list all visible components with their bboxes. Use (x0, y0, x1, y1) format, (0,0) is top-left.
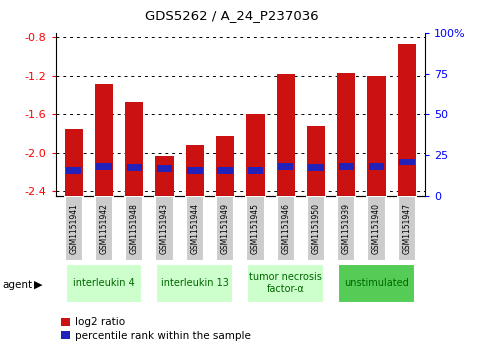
Bar (246, 114, 265, 196)
Bar (187, 167, 202, 174)
Text: interleukin 4: interleukin 4 (73, 278, 135, 288)
Bar (278, 163, 294, 170)
Bar (65, 196, 83, 261)
Bar (95, 83, 113, 196)
Bar (247, 264, 324, 303)
Bar (277, 196, 295, 261)
Bar (337, 73, 355, 196)
Bar (337, 196, 355, 261)
Bar (338, 264, 415, 303)
Text: GSM1151941: GSM1151941 (69, 203, 78, 254)
Bar (127, 164, 142, 171)
Bar (95, 196, 113, 261)
Text: GSM1151949: GSM1151949 (221, 203, 229, 254)
Bar (125, 102, 143, 196)
Text: GSM1151946: GSM1151946 (281, 203, 290, 254)
Bar (66, 167, 82, 174)
Bar (216, 136, 234, 196)
Bar (156, 196, 174, 261)
Text: GSM1151947: GSM1151947 (402, 203, 412, 254)
Text: unstimulated: unstimulated (344, 278, 409, 288)
Bar (186, 196, 204, 261)
Bar (277, 74, 295, 196)
Text: GSM1151945: GSM1151945 (251, 203, 260, 254)
Bar (217, 167, 233, 174)
Bar (308, 164, 324, 171)
Bar (398, 196, 416, 261)
Bar (65, 129, 83, 196)
Bar (96, 163, 112, 170)
Bar (157, 165, 172, 172)
Bar (156, 156, 174, 196)
Bar (66, 264, 142, 303)
Bar (339, 163, 354, 170)
Bar (246, 196, 265, 261)
Text: tumor necrosis
factor-α: tumor necrosis factor-α (249, 272, 322, 294)
Bar (368, 196, 385, 261)
Bar (307, 196, 325, 261)
Text: GSM1151942: GSM1151942 (99, 203, 109, 254)
Legend: log2 ratio, percentile rank within the sample: log2 ratio, percentile rank within the s… (61, 317, 251, 340)
Bar (368, 76, 385, 196)
Bar (398, 44, 416, 196)
Text: interleukin 13: interleukin 13 (161, 278, 229, 288)
Text: GSM1151944: GSM1151944 (190, 203, 199, 254)
Text: agent: agent (2, 280, 32, 290)
Text: GSM1151948: GSM1151948 (130, 203, 139, 254)
Text: GSM1151940: GSM1151940 (372, 203, 381, 254)
Bar (186, 145, 204, 196)
Bar (307, 126, 325, 196)
Bar (248, 167, 263, 174)
Bar (156, 264, 233, 303)
Bar (399, 159, 414, 165)
Text: GDS5262 / A_24_P237036: GDS5262 / A_24_P237036 (145, 9, 319, 22)
Bar (216, 196, 234, 261)
Bar (369, 163, 384, 170)
Text: GSM1151939: GSM1151939 (342, 203, 351, 254)
Text: ▶: ▶ (34, 280, 43, 290)
Bar (125, 196, 143, 261)
Text: GSM1151950: GSM1151950 (312, 203, 321, 254)
Text: GSM1151943: GSM1151943 (160, 203, 169, 254)
